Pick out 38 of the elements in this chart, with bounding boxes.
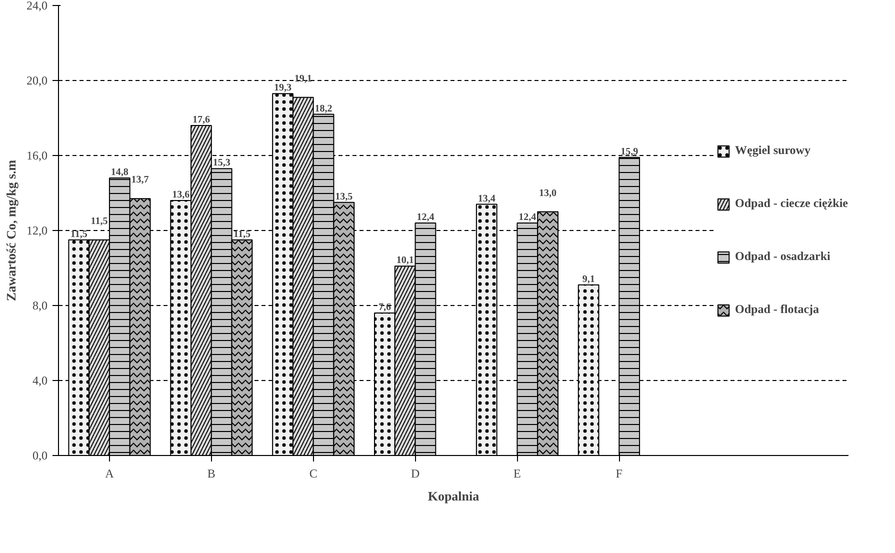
legend-label: Odpad - ciecze ciężkie <box>735 196 848 211</box>
data-label: 15,3 <box>212 158 230 169</box>
data-label: 12,4 <box>518 212 536 223</box>
y-axis-title: Zawartość Co, mg/kg s.m <box>4 160 18 302</box>
data-label: 13,0 <box>539 188 557 199</box>
y-tick-label: 8,0 <box>32 298 48 312</box>
legend-label: Odpad - osadzarki <box>735 249 830 264</box>
x-tick-label: B <box>207 466 216 480</box>
data-label: 11,5 <box>234 228 250 240</box>
data-label: 15,9 <box>620 146 638 158</box>
data-label: 10,1 <box>396 255 414 266</box>
data-label: 17,6 <box>192 114 210 126</box>
x-tick-label: F <box>616 466 623 480</box>
x-tick-label: E <box>514 466 521 480</box>
data-label: 11,5 <box>90 216 108 227</box>
y-tick-label: 4,0 <box>32 374 48 388</box>
legend-label: Odpad - flotacja <box>735 302 820 317</box>
x-tick-label: D <box>410 466 420 480</box>
data-label: 13,6 <box>172 190 190 200</box>
data-label: 13,7 <box>131 174 149 186</box>
data-label: 19,1 <box>294 73 312 84</box>
data-label: 9,1 <box>582 274 595 285</box>
data-label: 12,4 <box>416 212 434 223</box>
x-tick-label: A <box>105 466 114 480</box>
legend-label: Węgiel surowy <box>735 143 810 158</box>
data-label: 19,3 <box>274 82 292 94</box>
y-tick-label: 20,0 <box>26 74 48 88</box>
data-label: 13,4 <box>478 193 496 204</box>
data-label: 14,8 <box>110 167 128 178</box>
y-tick-label: 24,0 <box>26 0 48 12</box>
data-label: 11,5 <box>70 228 88 240</box>
x-axis-title: Kopalnia <box>428 488 480 504</box>
y-tick-label: 16,0 <box>26 148 48 162</box>
x-tick-label: C <box>309 466 318 480</box>
data-label: 18,2 <box>314 103 332 114</box>
y-tick-label: 0,0 <box>32 448 48 462</box>
data-label: 13,5 <box>335 191 353 202</box>
y-tick-label: 12,0 <box>26 224 48 238</box>
